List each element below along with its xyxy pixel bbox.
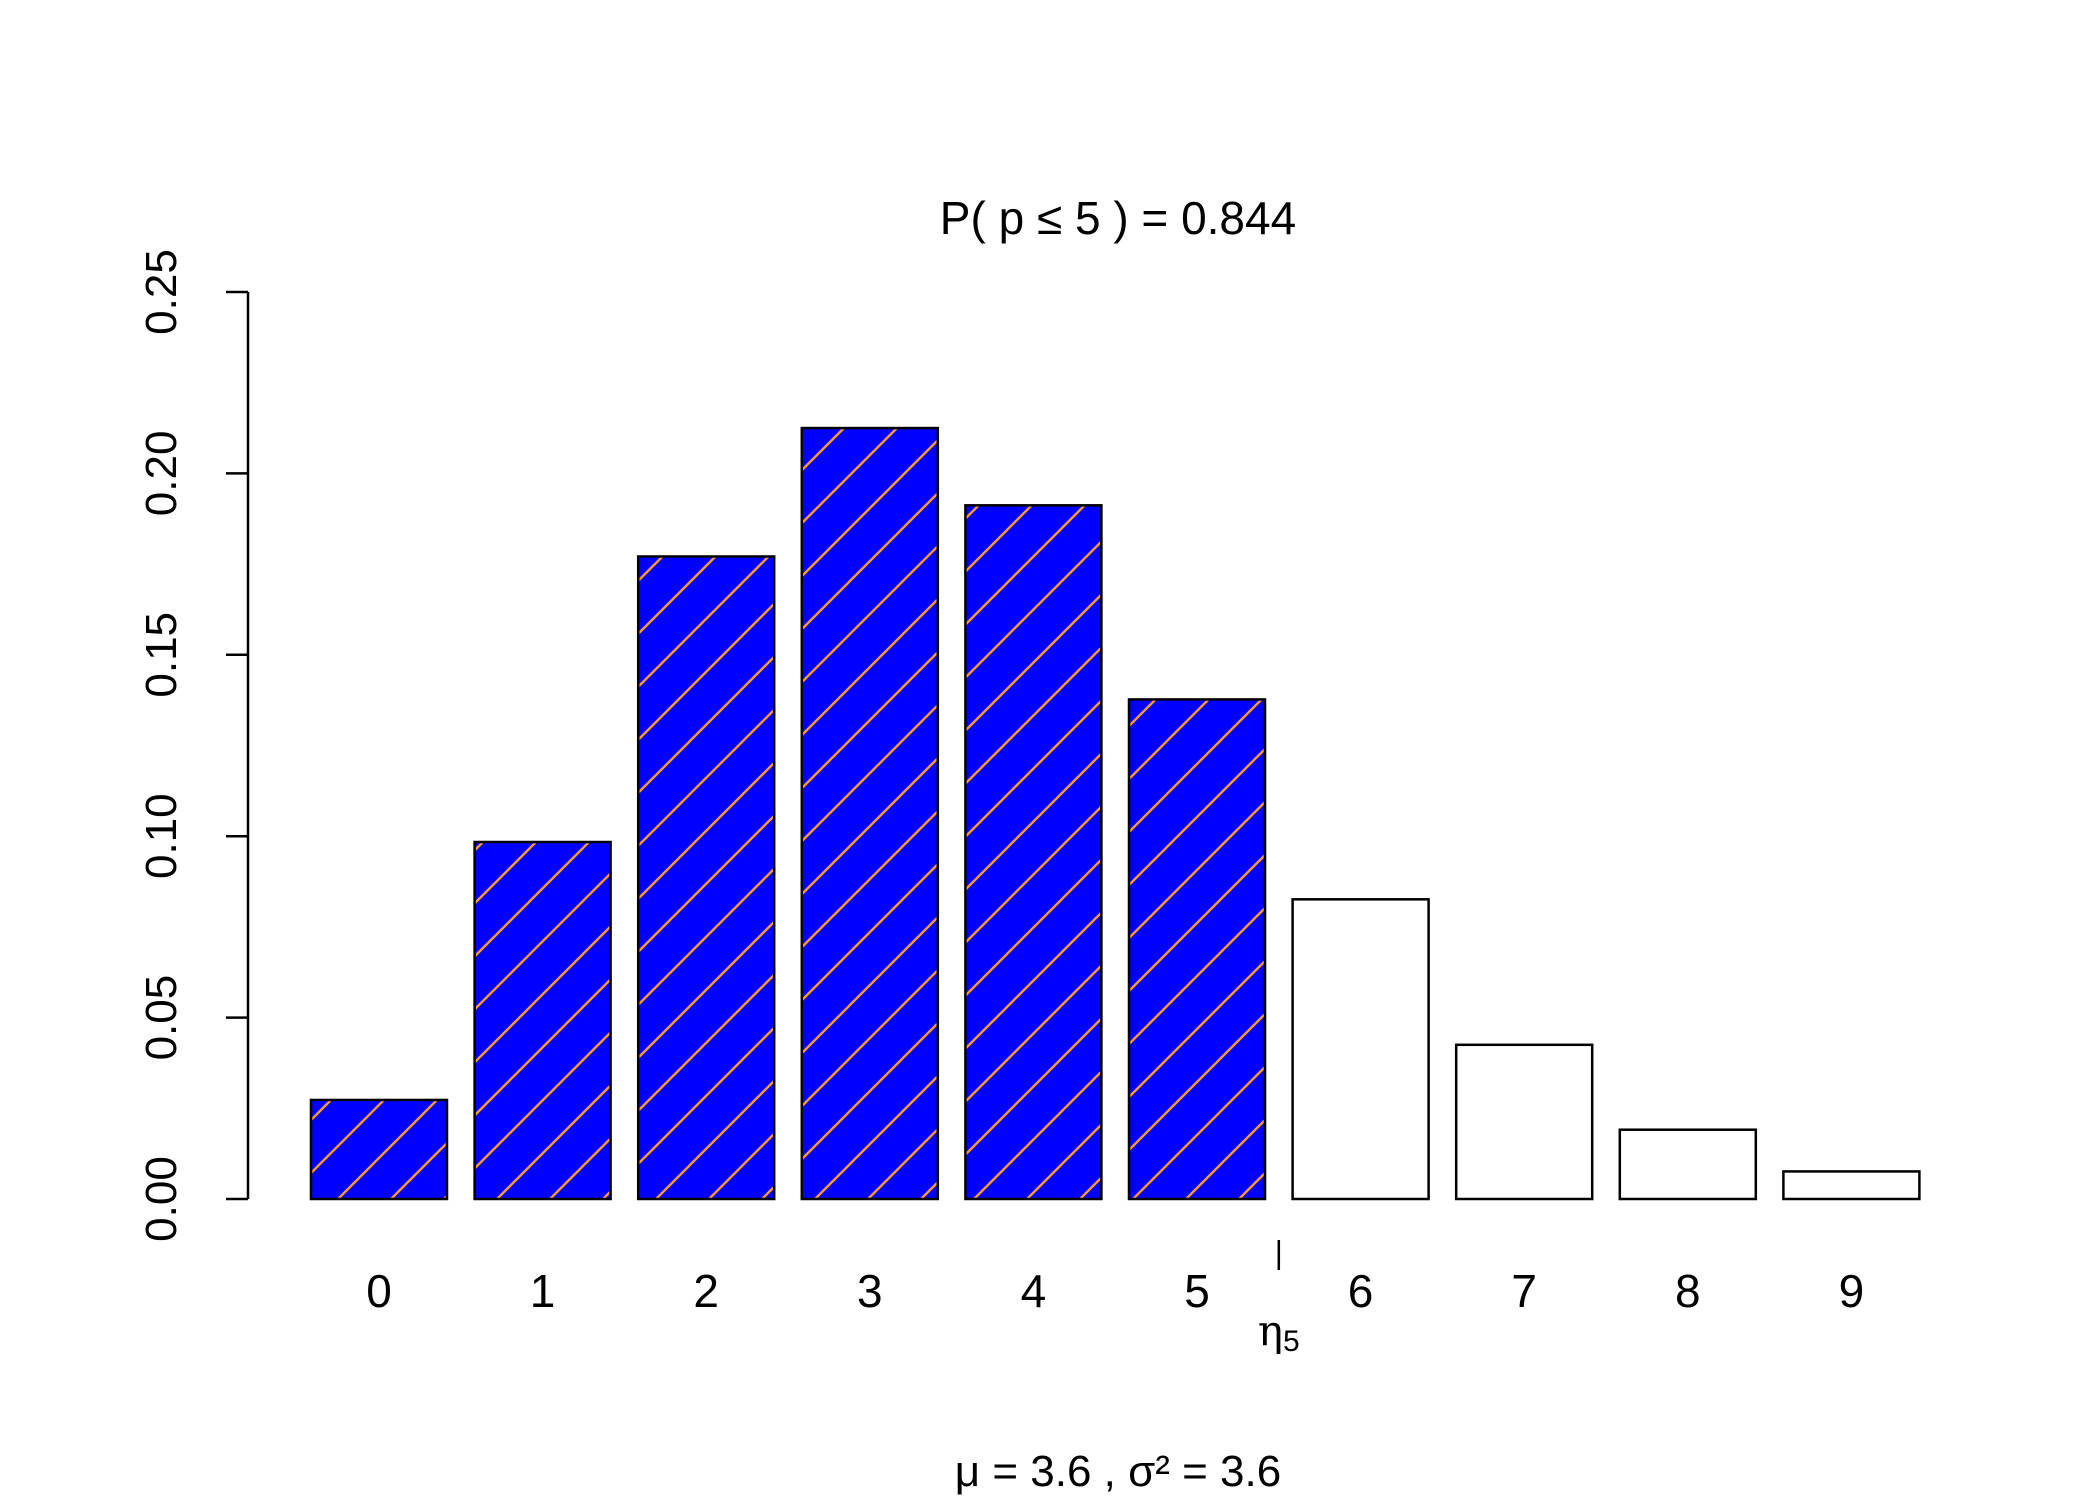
marker-subscript: 5 [1283,1325,1300,1358]
x-tick-label: 2 [693,1265,719,1317]
bar [1618,1128,1758,1201]
y-axis: 0.00 0.05 0.10 0.15 0.20 0.25 [137,249,250,1242]
marker-symbol: η [1258,1306,1283,1355]
x-tick-label: 9 [1839,1265,1865,1317]
x-tick-label: 5 [1184,1265,1210,1317]
threshold-marker-label: η5 [1258,1306,1300,1358]
bar [1127,698,1267,1201]
threshold-marker: η5 [1258,1240,1300,1358]
bar [964,504,1103,1201]
x-tick-label: 1 [530,1265,556,1317]
y-tick-label: 0.25 [137,249,186,335]
x-tick-label: 3 [857,1265,883,1317]
bar [473,840,612,1201]
x-tick-labels: 0 1 2 3 4 5 6 7 8 9 [366,1265,1864,1317]
x-tick-label: 0 [366,1265,392,1317]
x-tick-label: 7 [1511,1265,1537,1317]
y-tick-label: 0.05 [137,975,186,1061]
x-axis-label: μ = 3.6 , σ² = 3.6 [955,1447,1281,1496]
bar [1782,1170,1921,1201]
y-tick-label: 0.00 [137,1156,186,1242]
bar [636,555,776,1201]
bars [309,426,1921,1201]
x-tick-label: 8 [1675,1265,1701,1317]
bar [1454,1043,1594,1201]
bar [1291,898,1430,1201]
chart-title: P( p ≤ 5 ) = 0.844 [940,192,1296,244]
x-tick-label: 4 [1021,1265,1047,1317]
x-tick-label: 6 [1348,1265,1374,1317]
y-tick-label: 0.10 [137,793,186,879]
y-tick-label: 0.20 [137,431,186,517]
bar [309,1098,449,1201]
y-tick-label: 0.15 [137,612,186,698]
bar [800,426,940,1201]
